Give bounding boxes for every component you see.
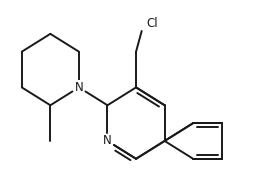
Text: N: N (103, 134, 112, 147)
Text: Cl: Cl (146, 17, 158, 30)
Text: N: N (74, 81, 83, 94)
